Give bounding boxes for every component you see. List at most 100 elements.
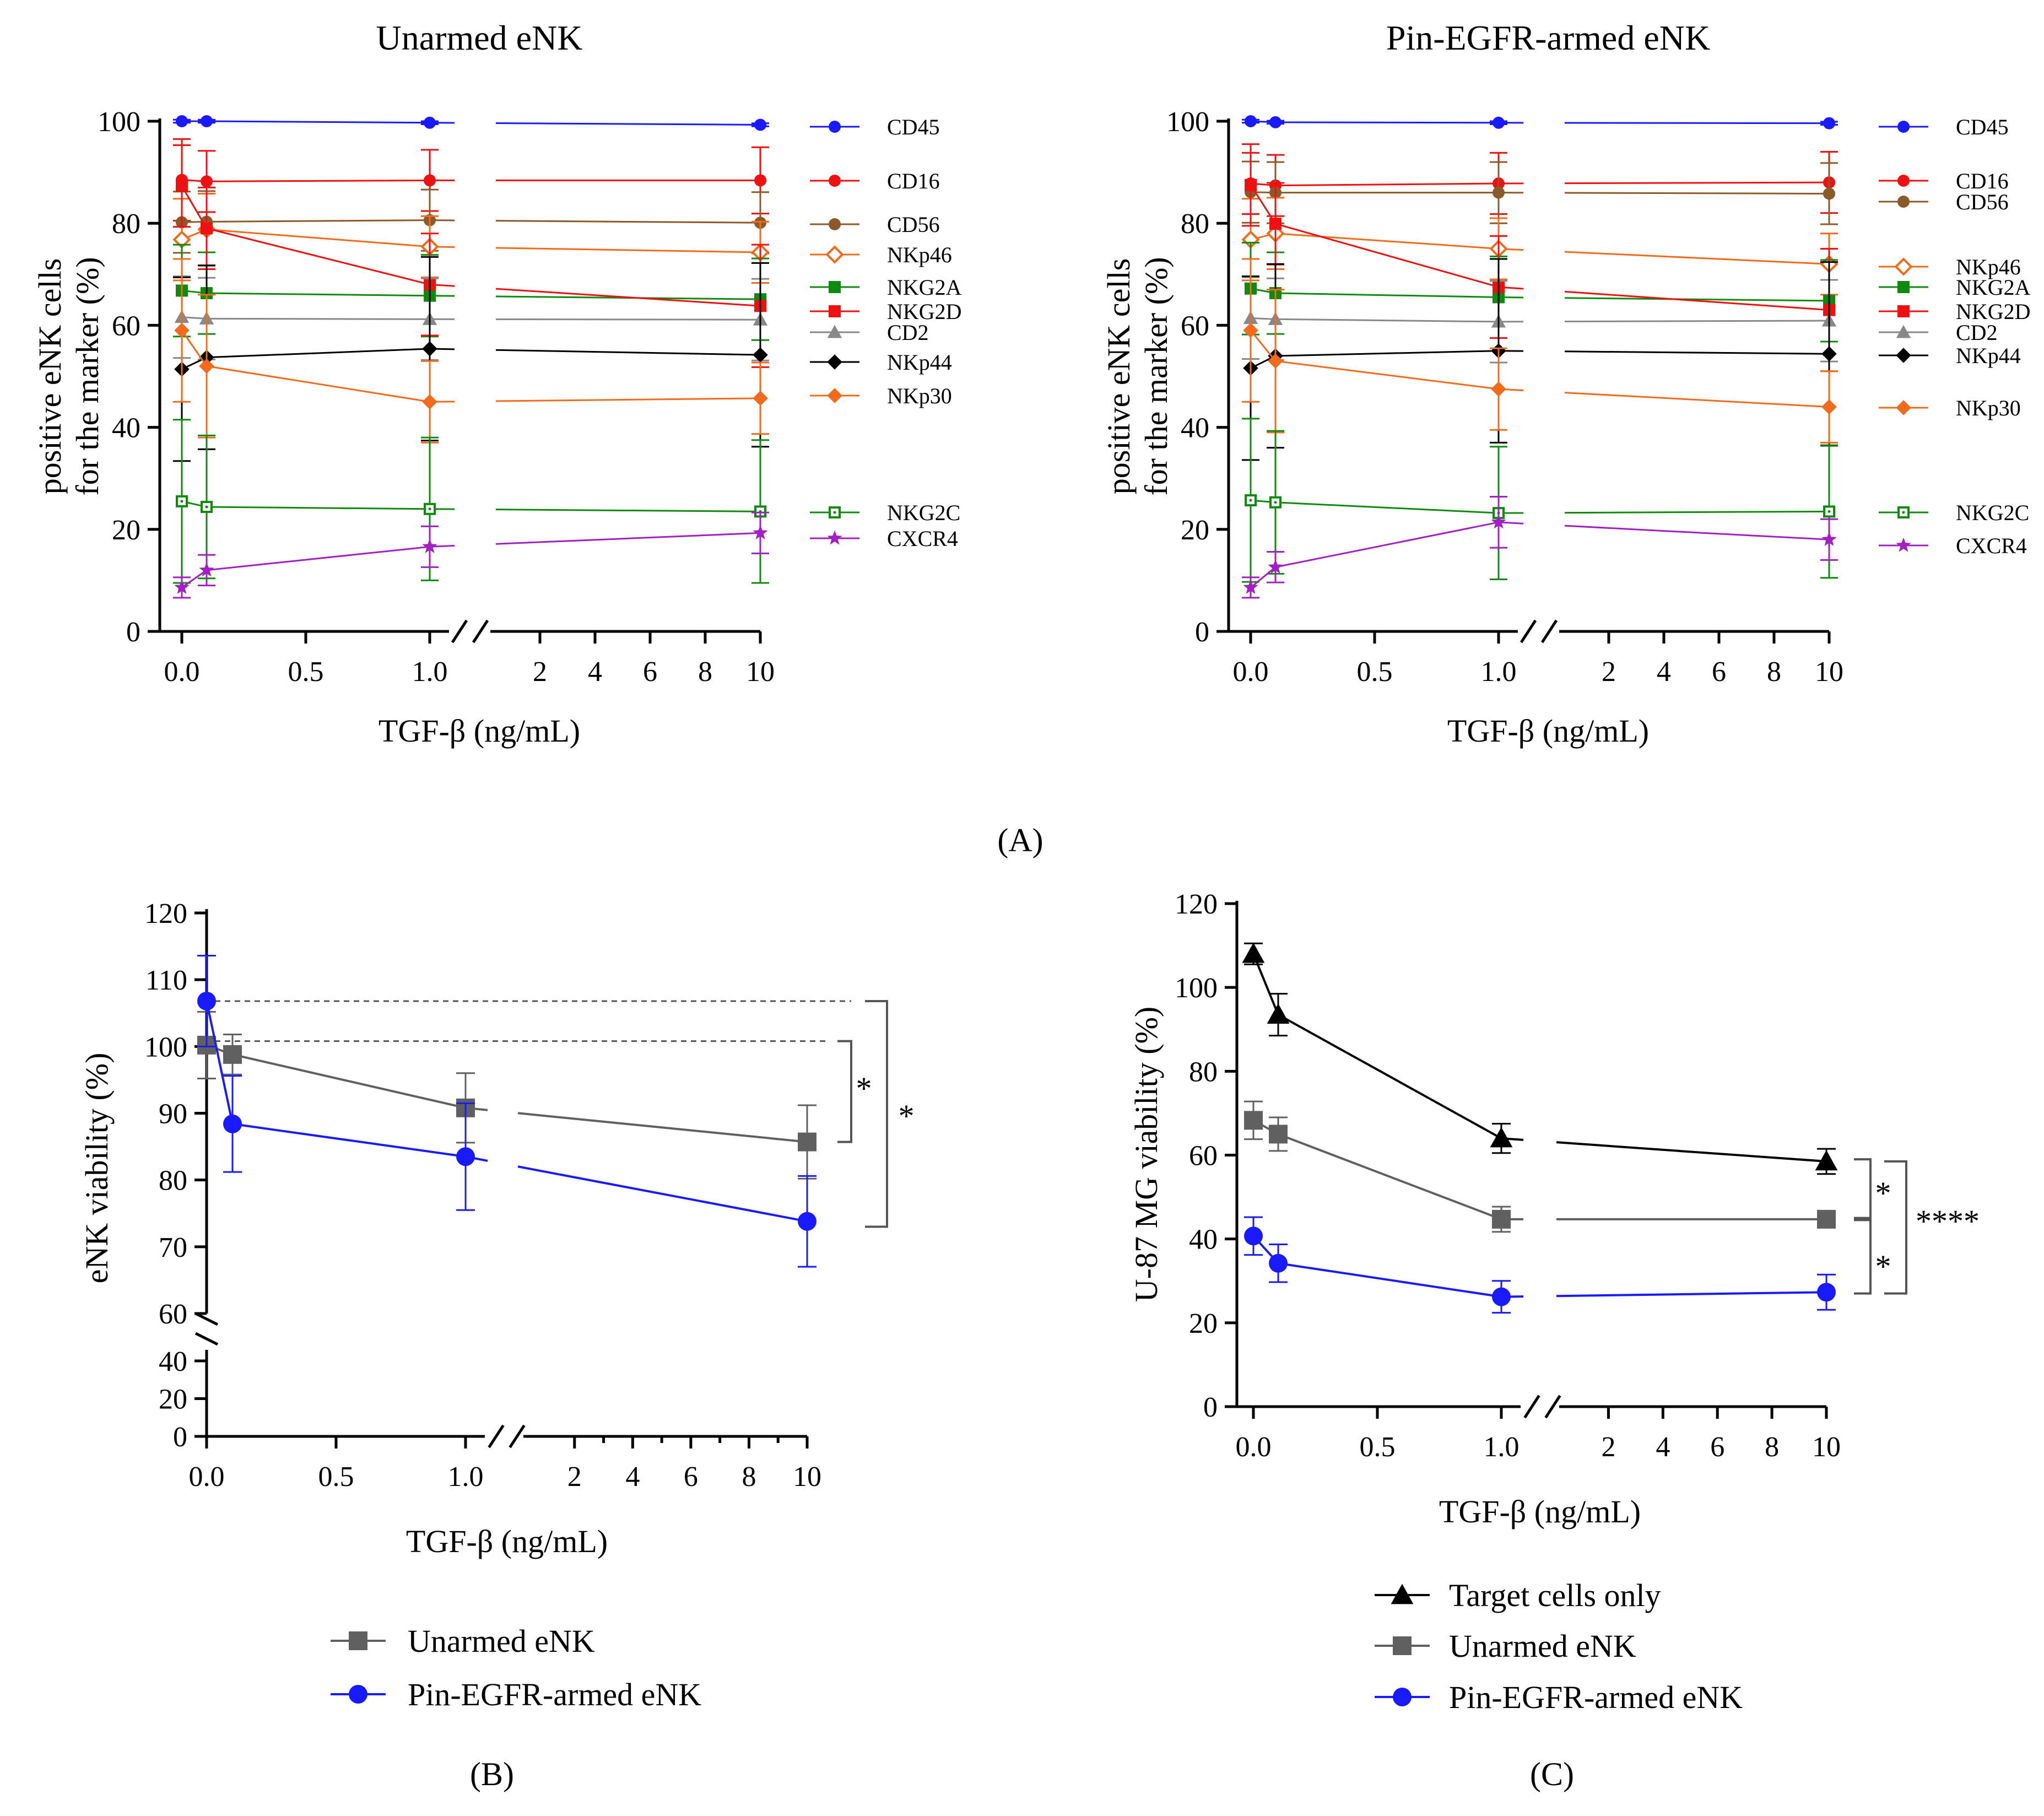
series-line-nkp46 [1250,233,1499,250]
legend-label: NKG2C [887,500,960,525]
series-nkp30 [173,258,769,444]
series-line-cd56 [495,220,761,224]
legend-label: NKG2D [1956,299,2031,324]
significance-label: * [899,1098,915,1134]
series-line-cd45 [495,122,761,126]
data-point-cd45 [176,115,188,127]
y-tick-label: 20 [112,515,140,546]
legend-label: CXCR4 [887,526,958,551]
series-unarmed-enk [197,1010,816,1180]
legend-item-cd2: CD2 [810,320,929,345]
legend-marker [825,245,844,264]
data-point-nkp30 [1491,381,1506,397]
series-unarmed-enk [1244,1100,1836,1233]
legend-label: CD16 [1956,169,2009,193]
series-line-nkg2c [181,500,430,510]
data-point-target-cells-only [1815,1150,1838,1171]
series-line-cd56 [181,219,430,223]
series-line-cxcr4 [181,545,430,588]
x-tick-label: 4 [1657,656,1671,688]
x-tick-label: 8 [742,1461,756,1493]
legend-marker [1897,175,1910,187]
series-line-nkg2d [1250,184,1499,288]
y-axis-title-line: positive eNK cells [1101,258,1137,494]
series-line-nkp46 [1564,251,1830,265]
data-point-cxcr4 [1821,532,1837,546]
data-point-nkg2c-dot [180,500,183,503]
series-line-nkp44 [495,349,761,356]
data-point-nkp30 [199,358,214,374]
series-line-cd16 [1564,181,1830,185]
legend-item-nkp44: NKp44 [810,350,952,375]
series-line-nkp44 [1564,350,1830,355]
data-point-nkg2c [1823,505,1835,518]
series-line-cd2 [1250,317,1499,323]
legend-marker [1897,121,1910,133]
legend-item-nkg2c: NKG2C [1879,500,2029,525]
legend-label: NKp30 [887,383,952,408]
series-line-cd2 [181,316,430,320]
y-axis-break [194,1312,219,1346]
series-line-pin-egfr-armed-enk [1556,1291,1827,1298]
y-tick-label: 40 [159,1346,187,1377]
legend-item-pin-egfr-armed-enk: Pin-EGFR-armed eNK [331,1677,701,1712]
legend-item-cd45: CD45 [1879,115,2009,139]
series-cxcr4 [1242,496,1838,599]
legend-item-cd16: CD16 [810,169,940,193]
series-cd2 [1242,276,1838,364]
series-nkg2c [1242,418,1838,583]
x-axis-break-slash-1 [1520,619,1537,644]
legend-label: CD56 [1956,190,2009,214]
legend-item-cd56: CD56 [1879,190,2009,214]
series-line-nkg2a [1250,288,1499,298]
legend-item-cd56: CD56 [810,212,940,237]
data-point-cxcr4 [1268,559,1283,574]
panel-label-a: (A) [997,822,1043,858]
legend-marker [1896,537,1911,552]
legend-marker [829,175,841,187]
series-cd45 [1242,115,1838,129]
x-tick-label: 6 [643,656,657,688]
legend-label: NKG2A [887,275,962,300]
bracket-line [1854,1158,1872,1219]
data-point-nkg2d [201,222,213,235]
y-tick-label: 80 [1189,1056,1218,1088]
data-point-cd45 [1823,117,1835,129]
series-line-nkp30 [495,397,761,402]
x-tick-label: 8 [1765,1431,1779,1463]
series-nkg2a [1242,241,1838,343]
data-point-nkg2c [1245,494,1257,507]
data-point-nkg2d [1245,179,1257,191]
legend-item-unarmed-enk: Unarmed eNK [331,1623,595,1659]
x-tick-label: 4 [588,656,602,688]
legend-item-nkg2d: NKG2D [810,299,962,324]
significance-label: **** [1916,1203,1980,1239]
legend-label: Pin-EGFR-armed eNK [1449,1679,1743,1715]
series-target-cells-only [1242,942,1838,1175]
legend-marker [1393,1688,1412,1706]
x-tick-label: 4 [625,1461,640,1493]
chart-a-unarmed: Unarmed eNK 0 20 40 60 80 100 0.0 0.5 1.0 2 4 6 8 10 TG… [32,18,962,749]
y-tick-label: 100 [98,106,140,138]
data-point-unarmed-enk [223,1045,242,1064]
y-axis-title-line: positive eNK cells [32,258,68,494]
data-point-nkg2d [176,180,188,192]
data-point-unarmed-enk [1817,1209,1836,1229]
data-point-nkp30 [1243,322,1258,338]
significance-bracket: * [1854,1158,1891,1219]
series-line-nkg2c [1564,510,1830,514]
x-axis-break [451,619,489,644]
x-tick-label: 2 [567,1461,582,1493]
x-tick-label: 1.0 [1481,656,1517,688]
legend-item-nkp44: NKp44 [1879,343,2021,368]
data-point-nkp44 [753,347,768,363]
y-tick-label: 120 [1175,889,1218,920]
data-point-cd16 [754,174,766,187]
x-axis-title: TGF-β (ng/mL) [1447,713,1649,749]
series-cd16 [1242,151,1838,217]
series-line-nkg2c [495,509,761,512]
legend-item-nkg2c: NKG2C [810,500,960,525]
legend-item-cd16: CD16 [1879,169,2009,193]
significance-label: * [856,1071,872,1106]
